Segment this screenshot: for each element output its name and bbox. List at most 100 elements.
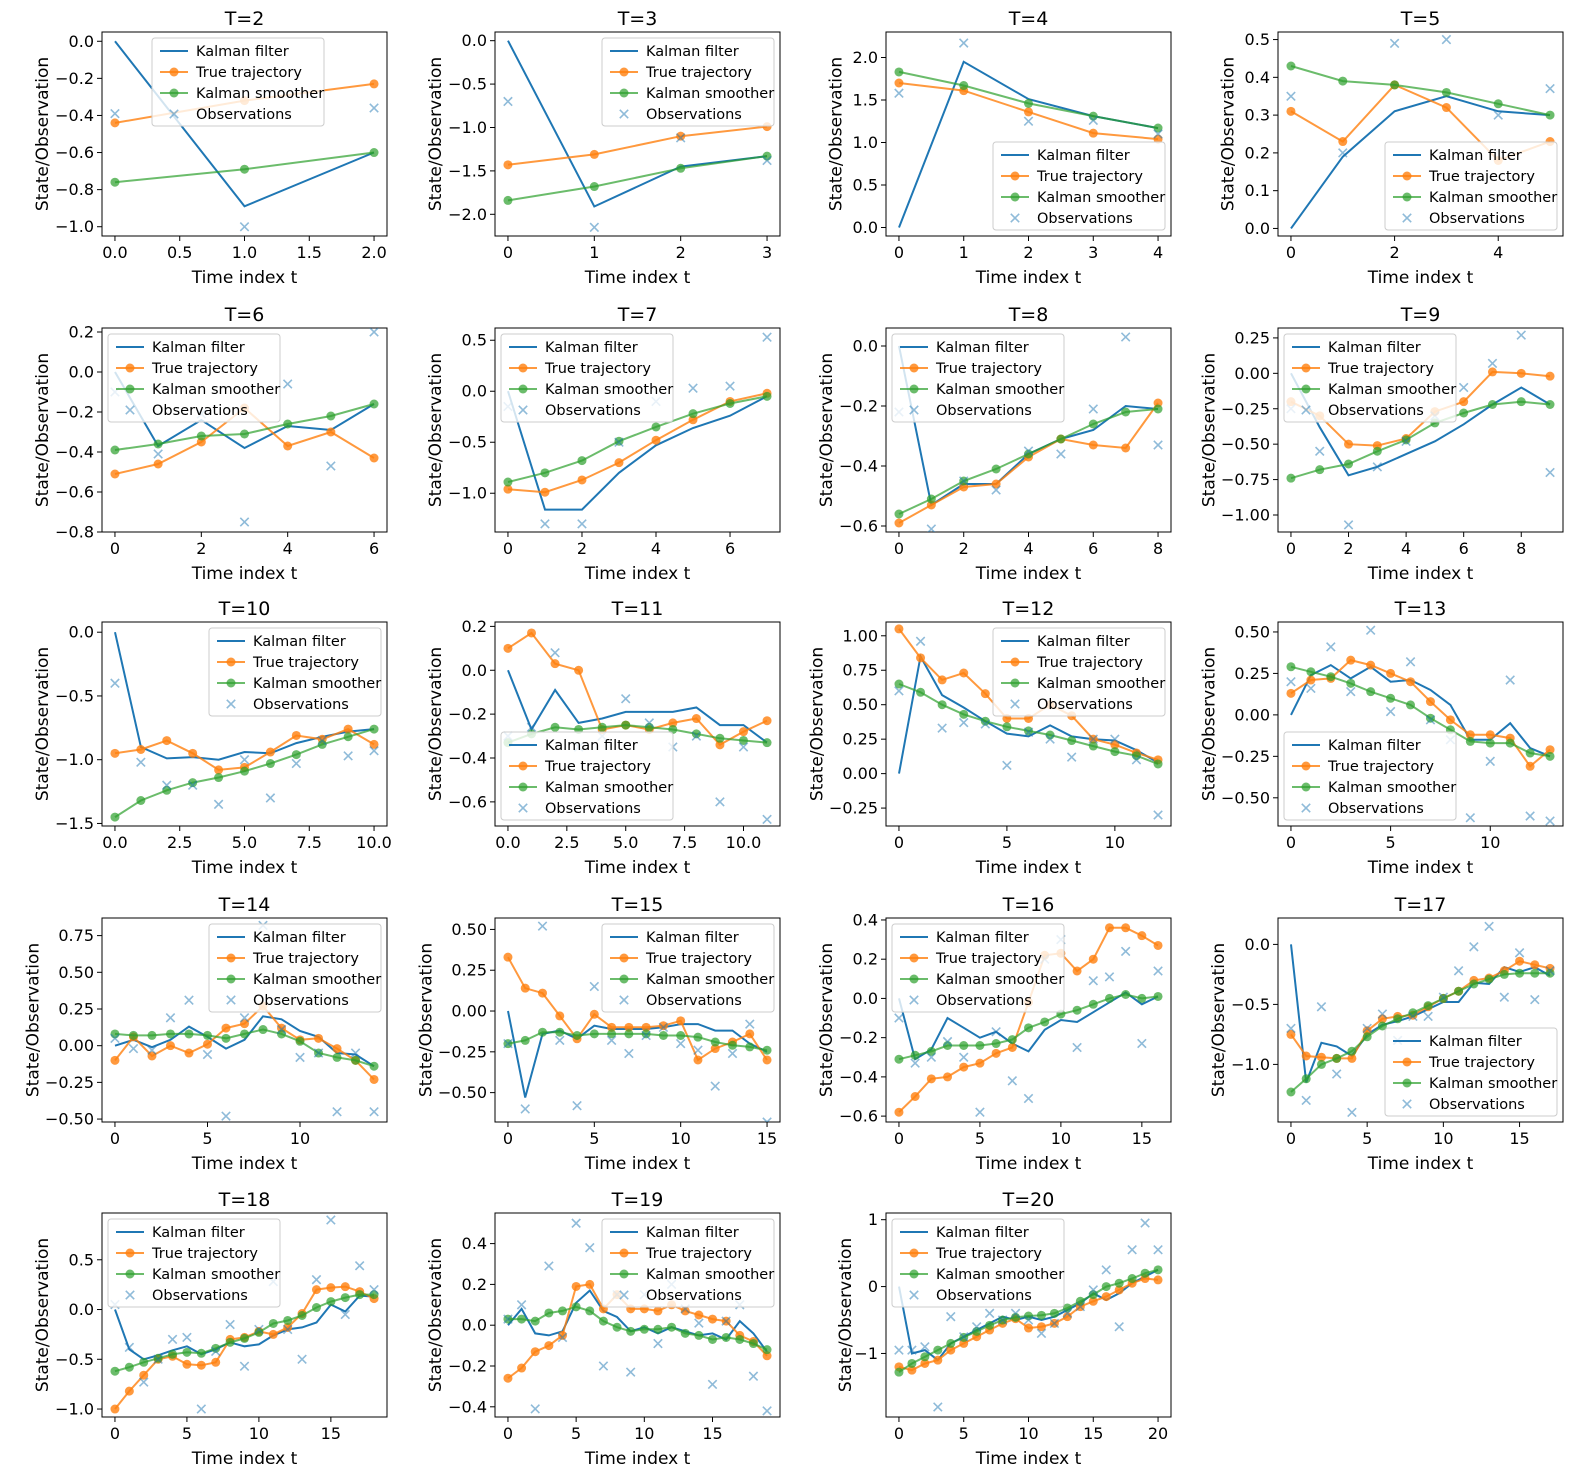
plot-area: [894, 332, 1163, 532]
observation-marker: [572, 1100, 582, 1111]
kalman-smoother-point: [1110, 747, 1120, 757]
true-trajectory-point: [1286, 106, 1296, 116]
kalman-smoother-point: [1137, 993, 1147, 1003]
kalman-smoother-point: [651, 422, 661, 432]
kalman-smoother-point: [1140, 1268, 1150, 1278]
true-trajectory-point: [369, 79, 379, 89]
kalman-smoother-line: [1290, 65, 1551, 117]
legend-label: Kalman smoother: [152, 382, 280, 398]
kalman-smoother-point: [894, 679, 904, 689]
true-trajectory-point: [343, 724, 353, 734]
y-tick-label: −0.4: [448, 749, 487, 768]
true-trajectory-point: [1386, 668, 1396, 678]
kalman-smoother-point: [240, 429, 249, 439]
kalman-smoother-point: [1372, 446, 1382, 456]
legend: Kalman filter True trajectory Kalman smoot…: [1283, 333, 1457, 423]
y-tick-label: 0.4: [462, 1234, 487, 1253]
y-tick-label: 0.5: [69, 1250, 94, 1269]
true-trajectory-point: [907, 1365, 917, 1375]
kalman-smoother-point: [291, 750, 301, 760]
subplot-t4: T=4 0 1 2 3 4 0.0 0.5 1.0 1.5 2.0 Time index t State…: [827, 8, 1172, 288]
true-trajectory-point: [653, 1306, 663, 1316]
kalman-smoother-point: [311, 1303, 321, 1313]
true-trajectory-point: [585, 1279, 595, 1289]
y-tick-label: 0.00: [842, 764, 878, 783]
observation-marker: [937, 723, 947, 733]
kalman-smoother-point: [907, 1358, 917, 1368]
observation-marker: [933, 1402, 943, 1412]
legend-marker-smoother: [909, 974, 919, 984]
kalman-smoother-point: [1485, 738, 1495, 748]
true-trajectory-point: [153, 459, 163, 469]
legend-marker-true: [1010, 657, 1020, 667]
plot-area: [894, 624, 1163, 820]
kalman-smoother-point: [691, 729, 701, 739]
y-tick-label: 0.2: [853, 950, 878, 969]
observation-marker: [980, 719, 991, 729]
legend-marker-true: [226, 953, 236, 963]
true-trajectory-point: [1516, 368, 1526, 378]
observation-marker: [748, 1371, 759, 1381]
true-trajectory-point: [1286, 688, 1296, 698]
kalman-smoother-point: [110, 1029, 120, 1039]
true-trajectory-point: [959, 668, 969, 678]
observation-marker: [138, 1377, 149, 1387]
x-tick-label: 0: [894, 243, 904, 262]
kalman-smoother-point: [369, 1061, 379, 1071]
observation-marker: [369, 328, 379, 337]
y-tick-label: −1.5: [55, 814, 94, 833]
observation-marker: [239, 517, 250, 527]
observation-marker: [1127, 1245, 1137, 1255]
kalman-smoother-point: [1377, 1021, 1387, 1031]
true-trajectory-point: [503, 484, 513, 494]
kalman-smoother-point: [721, 1332, 731, 1342]
y-tick-label: −0.5: [448, 433, 487, 452]
observation-marker: [153, 449, 163, 459]
legend-label: Kalman smoother: [936, 1267, 1064, 1283]
y-tick-label: −0.5: [55, 1350, 94, 1369]
true-trajectory-point: [1445, 715, 1455, 725]
y-axis-label: State/Observation: [33, 57, 53, 211]
true-trajectory-point: [214, 765, 224, 775]
observation-marker: [1401, 436, 1411, 447]
observation-marker: [1516, 330, 1527, 340]
y-tick-label: −0.2: [839, 1028, 878, 1047]
legend: Kalman filter True trajectory Kalman smoot…: [601, 1218, 775, 1308]
x-axis-label: Time index t: [975, 564, 1082, 584]
observation-marker: [1465, 812, 1476, 823]
true-trajectory-point: [283, 441, 293, 451]
kalman-smoother-point: [626, 1326, 636, 1336]
legend: Kalman filter True trajectory Kalman smoot…: [992, 627, 1166, 717]
y-tick-label: −0.8: [55, 523, 94, 542]
observation-marker: [1066, 752, 1077, 762]
true-trajectory-point: [959, 1062, 969, 1072]
kalman-smoother-point: [658, 1031, 668, 1041]
observation-marker: [1023, 116, 1034, 127]
chart-title: T=15: [611, 894, 664, 916]
observation-marker: [589, 222, 600, 233]
legend-label: Kalman filter: [646, 44, 739, 60]
kalman-smoother-point: [1401, 435, 1411, 445]
observation-marker: [1438, 992, 1449, 1002]
x-tick-label: 6: [369, 539, 379, 558]
y-tick-label: −0.4: [839, 457, 878, 476]
observation-marker: [317, 735, 327, 746]
x-tick-label: 5: [1002, 833, 1012, 852]
kalman-smoother-point: [1545, 110, 1555, 120]
y-tick-label: 0.4: [853, 910, 878, 929]
plot-area: [894, 1218, 1163, 1412]
y-tick-label: −0.6: [55, 143, 94, 162]
kalman-smoother-point: [165, 1029, 175, 1039]
x-tick-label: 0: [894, 1129, 904, 1148]
observation-marker: [1045, 734, 1055, 744]
observation-marker: [153, 1354, 163, 1365]
legend-label: Observations: [936, 1288, 1032, 1304]
observation-marker: [1110, 734, 1120, 744]
kalman-smoother-point: [211, 1343, 221, 1353]
kalman-smoother-point: [558, 1306, 567, 1316]
legend-label: Observations: [1429, 211, 1525, 227]
kalman-smoother-point: [297, 1310, 307, 1320]
chart-title: T=11: [611, 598, 664, 620]
subplot-t17: T=17 0 5 10 15 −1.0 −0.5 0.0 Time index t State/O…: [1209, 894, 1564, 1174]
true-trajectory-point: [538, 988, 547, 998]
